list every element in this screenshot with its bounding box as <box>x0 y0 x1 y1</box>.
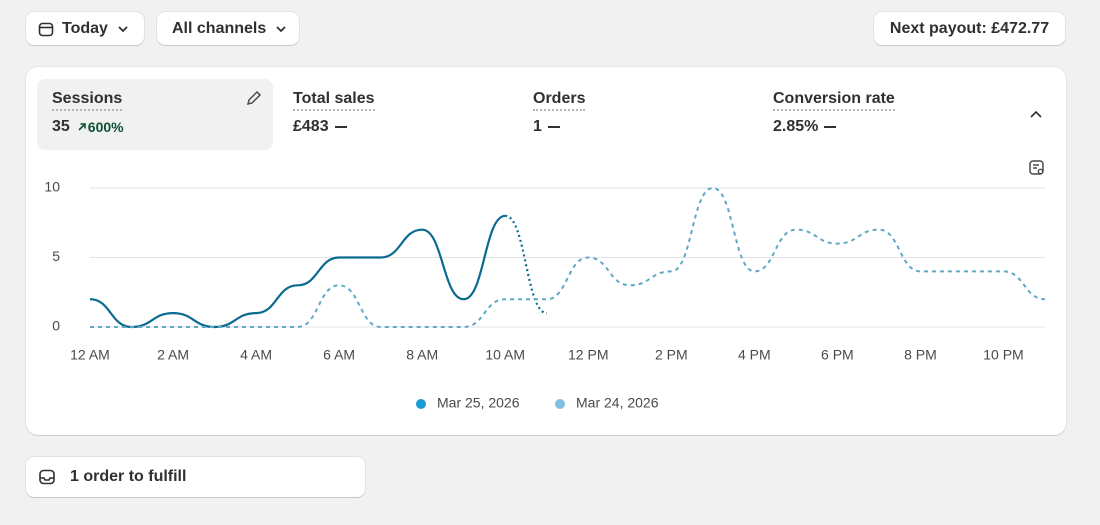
x-tick-label: 12 PM <box>568 347 608 363</box>
metric-tile[interactable]: Orders 1 <box>518 79 748 150</box>
metric-change: 600% <box>76 119 124 135</box>
series-line <box>90 186 1046 328</box>
analytics-card: Sessions 35 600% Total sales £483 Orders… <box>26 67 1066 435</box>
y-tick-label: 0 <box>52 318 60 334</box>
edit-icon[interactable] <box>245 89 263 107</box>
calendar-icon <box>38 22 54 36</box>
date-filter-label: Today <box>62 19 108 37</box>
x-tick-label: 10 AM <box>485 347 525 363</box>
metric-tile[interactable]: Sessions 35 600% <box>37 79 273 150</box>
x-tick-label: 8 PM <box>904 347 937 363</box>
metric-value: 35 <box>52 118 70 135</box>
legend-label: Mar 25, 2026 <box>437 395 520 411</box>
up-arrow <box>78 123 86 131</box>
metric-label: Orders <box>533 90 586 111</box>
metric-change-value: 600% <box>87 119 124 135</box>
metric-value: 1 <box>533 118 542 135</box>
inbox-icon <box>39 469 55 485</box>
x-tick-label: 8 AM <box>406 347 438 363</box>
no-change <box>824 126 837 128</box>
chevron-down <box>276 25 286 32</box>
collapse-icon[interactable] <box>1028 107 1044 123</box>
series-line-partial <box>504 214 548 315</box>
series-line <box>89 214 506 329</box>
date-filter[interactable]: Today <box>26 12 144 45</box>
metric-label: Total sales <box>293 90 375 111</box>
legend-label: Mar 24, 2026 <box>576 395 659 411</box>
channel-filter-label: All channels <box>172 19 267 37</box>
payout-button[interactable]: Next payout: £472.77 <box>874 12 1065 45</box>
fulfill-label: 1 order to fulfill <box>70 468 187 485</box>
x-tick-label: 4 PM <box>738 347 771 363</box>
chart-options-icon[interactable] <box>1028 159 1046 177</box>
y-tick-label: 5 <box>52 248 60 264</box>
metric-tile[interactable]: Total sales £483 <box>278 79 508 150</box>
metric-label: Sessions <box>52 90 123 111</box>
no-change <box>334 126 347 128</box>
no-change <box>547 126 560 128</box>
metric-label: Conversion rate <box>773 90 895 111</box>
legend-swatch <box>416 399 426 409</box>
x-tick-label: 10 PM <box>983 347 1023 363</box>
y-tick-label: 10 <box>44 179 60 195</box>
legend-swatch <box>555 399 565 409</box>
x-tick-label: 4 AM <box>240 347 272 363</box>
x-tick-label: 12 AM <box>70 347 110 363</box>
channel-filter[interactable]: All channels <box>157 12 299 45</box>
x-tick-label: 6 PM <box>821 347 854 363</box>
metric-tile[interactable]: Conversion rate 2.85% <box>758 79 988 150</box>
metric-value: 2.85% <box>773 118 819 135</box>
x-tick-label: 2 AM <box>157 347 189 363</box>
payout-label: Next payout: £472.77 <box>889 19 1050 37</box>
metric-value: £483 <box>293 118 329 135</box>
chevron-down <box>118 25 128 32</box>
x-tick-label: 6 AM <box>323 347 355 363</box>
x-tick-label: 2 PM <box>655 347 688 363</box>
fulfill-button[interactable]: 1 order to fulfill <box>26 457 365 497</box>
